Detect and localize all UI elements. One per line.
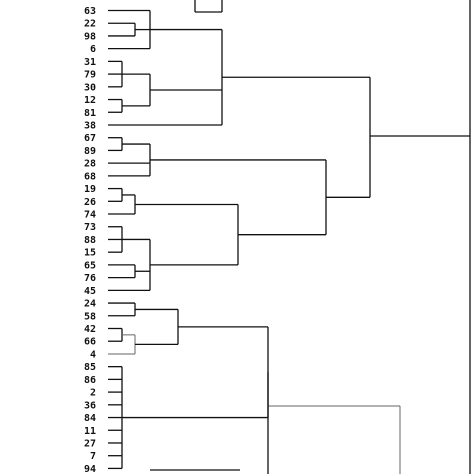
leaf-label: 4 bbox=[90, 349, 96, 360]
leaf-label: 74 bbox=[84, 210, 96, 221]
leaf-label: 38 bbox=[84, 120, 96, 131]
leaf-label: 24 bbox=[84, 299, 96, 310]
leaf-label: 42 bbox=[84, 324, 96, 335]
leaf-label: 2 bbox=[90, 388, 96, 399]
leaf-label: 98 bbox=[84, 31, 96, 42]
leaf-label: 65 bbox=[84, 260, 96, 271]
leaf-label: 12 bbox=[84, 95, 96, 106]
leaf-label: 45 bbox=[84, 286, 96, 297]
dendrogram-branches bbox=[108, 0, 471, 474]
leaf-label: 67 bbox=[84, 133, 96, 144]
leaf-label: 63 bbox=[84, 6, 96, 17]
leaf-label: 79 bbox=[84, 70, 96, 81]
leaf-label: 94 bbox=[84, 464, 96, 474]
leaf-label: 19 bbox=[84, 184, 96, 195]
leaf-label: 89 bbox=[84, 146, 96, 157]
leaf-label: 30 bbox=[84, 82, 96, 93]
leaf-label: 26 bbox=[84, 197, 96, 208]
leaf-label: 88 bbox=[84, 235, 96, 246]
leaf-label: 27 bbox=[84, 438, 96, 449]
leaf-label: 22 bbox=[84, 19, 96, 30]
leaf-label: 84 bbox=[84, 413, 96, 424]
leaf-label: 7 bbox=[90, 451, 96, 462]
leaf-label: 73 bbox=[84, 222, 96, 233]
leaf-label: 68 bbox=[84, 171, 96, 182]
leaf-label: 81 bbox=[84, 108, 96, 119]
leaf-label: 66 bbox=[84, 337, 96, 348]
leaf-labels: 6322986317930128138678928681926747388156… bbox=[84, 6, 96, 474]
leaf-label: 86 bbox=[84, 375, 96, 386]
leaf-label: 76 bbox=[84, 273, 96, 284]
leaf-label: 28 bbox=[84, 159, 96, 170]
leaf-label: 11 bbox=[84, 426, 96, 437]
leaf-label: 31 bbox=[84, 57, 96, 68]
leaf-label: 15 bbox=[84, 248, 96, 259]
leaf-label: 6 bbox=[90, 44, 96, 55]
leaf-label: 85 bbox=[84, 362, 96, 373]
leaf-label: 58 bbox=[84, 311, 96, 322]
leaf-label: 36 bbox=[84, 400, 96, 411]
